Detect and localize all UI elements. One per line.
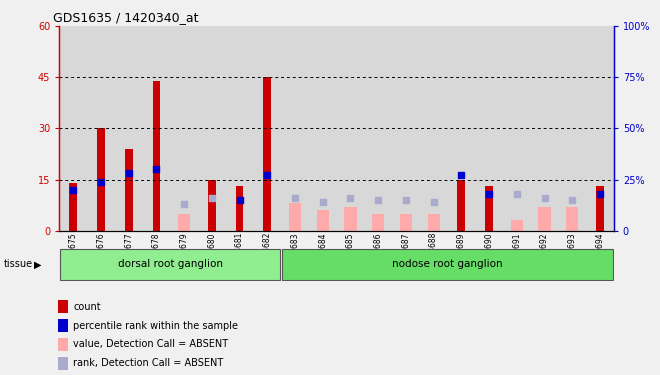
Bar [170, 26, 198, 231]
Text: count: count [73, 302, 101, 312]
Text: GDS1635 / 1420340_at: GDS1635 / 1420340_at [53, 11, 198, 24]
Bar [392, 26, 420, 231]
Bar [57, 319, 68, 332]
Point [567, 197, 578, 203]
Bar [87, 26, 115, 231]
Point [151, 166, 162, 172]
Point [401, 197, 411, 203]
Bar [57, 338, 68, 351]
Text: tissue: tissue [3, 260, 32, 269]
FancyBboxPatch shape [60, 249, 280, 280]
Point [234, 197, 245, 203]
Bar [59, 26, 87, 231]
Bar [531, 26, 558, 231]
FancyBboxPatch shape [282, 249, 613, 280]
Point [539, 195, 550, 201]
Bar [503, 26, 531, 231]
Bar [420, 26, 447, 231]
Point [456, 172, 467, 178]
Point [512, 191, 522, 197]
Bar [236, 186, 244, 231]
Text: value, Detection Call = ABSENT: value, Detection Call = ABSENT [73, 339, 228, 350]
Point [484, 191, 494, 197]
Bar [345, 207, 356, 231]
Bar [566, 207, 578, 231]
Bar [558, 26, 586, 231]
Text: dorsal root ganglion: dorsal root ganglion [117, 259, 223, 269]
Bar [289, 203, 301, 231]
Bar [125, 149, 133, 231]
Bar [152, 81, 160, 231]
Point [290, 195, 300, 201]
Bar [208, 180, 216, 231]
Point [68, 187, 79, 193]
Bar [364, 26, 392, 231]
Text: percentile rank within the sample: percentile rank within the sample [73, 321, 238, 331]
Text: nodose root ganglion: nodose root ganglion [392, 259, 503, 269]
Bar [57, 357, 68, 370]
Point [428, 199, 439, 205]
Bar [97, 128, 105, 231]
Point [317, 199, 328, 205]
Bar [586, 26, 614, 231]
Bar [57, 300, 68, 313]
Bar [115, 26, 143, 231]
Bar [447, 26, 475, 231]
Point [262, 172, 273, 178]
Point [595, 191, 605, 197]
Bar [372, 214, 384, 231]
Bar [69, 183, 77, 231]
Text: ▶: ▶ [34, 260, 42, 269]
Point [123, 170, 134, 176]
Point [96, 178, 106, 184]
Bar [281, 26, 309, 231]
Bar [457, 180, 465, 231]
Bar [596, 186, 604, 231]
Bar [539, 207, 550, 231]
Bar [226, 26, 253, 231]
Point [373, 197, 383, 203]
Bar [198, 26, 226, 231]
Bar [143, 26, 170, 231]
Text: rank, Detection Call = ABSENT: rank, Detection Call = ABSENT [73, 358, 224, 368]
Bar [337, 26, 364, 231]
Point [345, 195, 356, 201]
Bar [263, 77, 271, 231]
Point [179, 201, 189, 207]
Bar [485, 186, 493, 231]
Bar [400, 214, 412, 231]
Bar [511, 220, 523, 231]
Bar [475, 26, 503, 231]
Bar [428, 214, 440, 231]
Bar [317, 210, 329, 231]
Point [207, 195, 217, 201]
Bar [309, 26, 337, 231]
Bar [253, 26, 281, 231]
Bar [178, 214, 190, 231]
